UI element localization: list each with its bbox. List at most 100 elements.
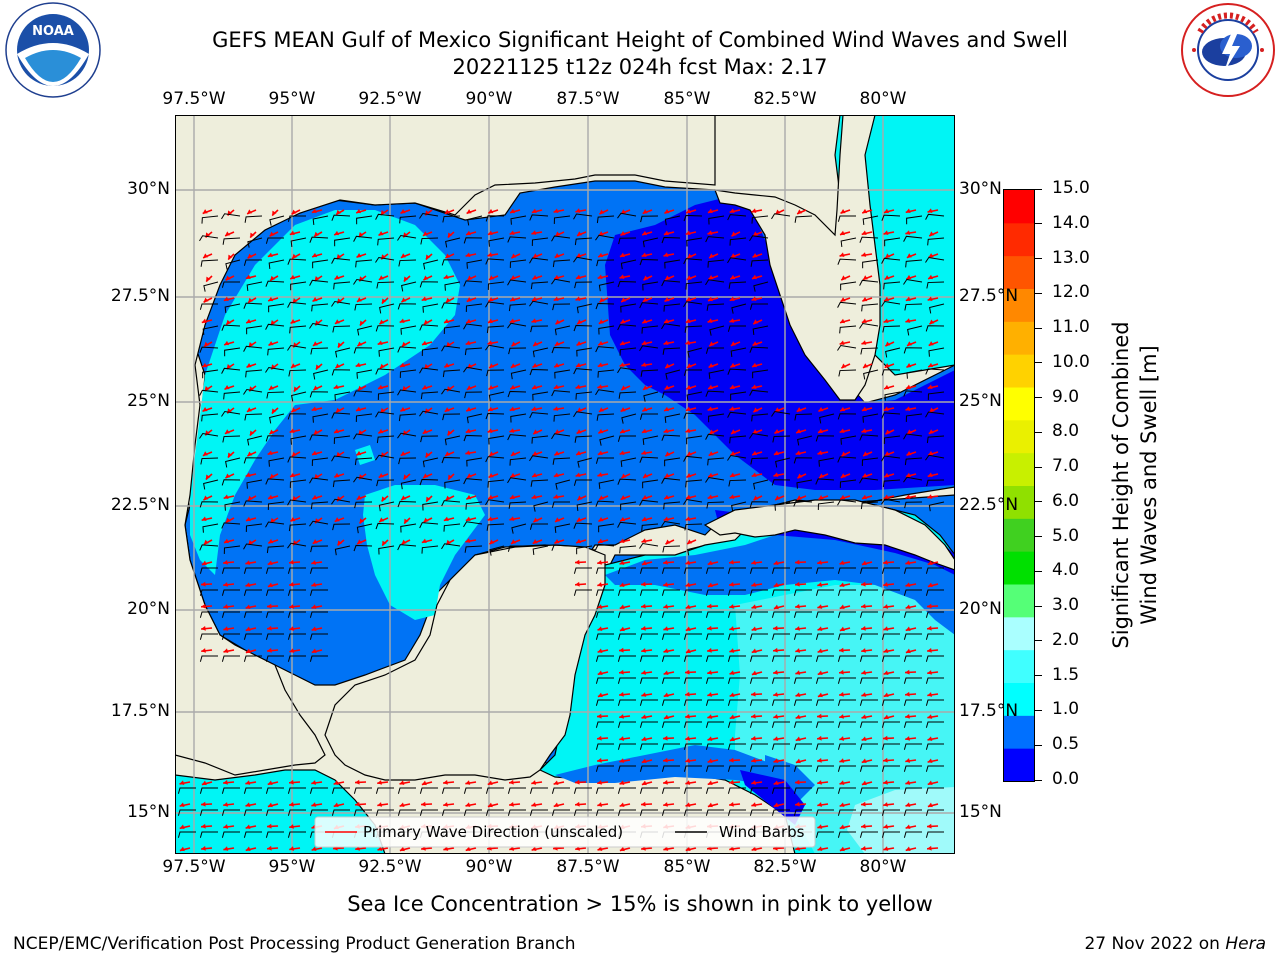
wind-barb bbox=[859, 434, 879, 441]
wave-arrow-head bbox=[201, 560, 207, 566]
wave-arrow-head bbox=[883, 735, 888, 741]
lat-label-right: 15°N bbox=[959, 802, 1002, 822]
wave-arrow-head bbox=[421, 340, 427, 346]
wind-barb bbox=[441, 302, 461, 309]
wind-barb bbox=[639, 499, 659, 506]
wind-barb bbox=[661, 280, 681, 287]
wave-arrow-head bbox=[773, 472, 779, 477]
wave-arrow-head bbox=[905, 582, 911, 587]
wind-barb bbox=[837, 721, 856, 728]
wave-arrow-head bbox=[883, 494, 889, 500]
wind-barb bbox=[485, 456, 505, 463]
wind-barb bbox=[861, 457, 879, 466]
wind-barb bbox=[925, 325, 945, 332]
wind-barb bbox=[881, 498, 901, 505]
footer-left: NCEP/EMC/Verification Post Processing Pr… bbox=[13, 934, 576, 954]
wave-height-map: Primary Wave Direction (unscaled) Wind B… bbox=[174, 114, 956, 855]
wind-barb bbox=[312, 215, 329, 226]
wind-barb bbox=[551, 278, 571, 285]
wind-barb bbox=[662, 347, 681, 355]
wind-barb bbox=[881, 412, 901, 419]
wind-barb bbox=[903, 433, 923, 440]
wind-barb bbox=[617, 655, 636, 662]
page-subtitle: 20221125 t12z 024h fcst Max: 2.17 bbox=[452, 55, 828, 79]
wind-barb bbox=[817, 501, 835, 510]
lat-label-left: 20°N bbox=[127, 599, 170, 619]
wave-arrow-head bbox=[641, 340, 647, 346]
wave-arrow-head bbox=[927, 472, 933, 478]
wind-barb bbox=[287, 344, 307, 351]
wind-barb bbox=[815, 567, 834, 574]
wave-arrow-head bbox=[663, 648, 669, 653]
wave-arrow-head bbox=[905, 208, 911, 214]
wind-barb bbox=[268, 259, 285, 270]
wave-arrow-head bbox=[554, 450, 560, 456]
wave-arrow-head bbox=[839, 582, 845, 587]
wind-barb bbox=[421, 347, 439, 356]
wind-barb bbox=[729, 435, 747, 444]
wind-barb bbox=[705, 567, 724, 574]
wind-barbs bbox=[177, 212, 945, 854]
wave-arrow-head bbox=[223, 779, 228, 785]
wind-barb bbox=[356, 215, 373, 225]
wave-arrow-head bbox=[795, 779, 800, 785]
wave-arrow-head bbox=[773, 647, 778, 653]
wind-barb bbox=[221, 367, 241, 374]
colorbar-segment bbox=[1004, 649, 1034, 683]
wind-barb bbox=[705, 809, 724, 816]
wind-barb bbox=[287, 633, 306, 640]
wind-barb bbox=[507, 390, 527, 398]
wave-arrow-head bbox=[421, 538, 427, 544]
wave-arrow-head bbox=[269, 231, 275, 237]
wind-barb bbox=[881, 633, 900, 640]
wave-arrow-head bbox=[223, 626, 229, 631]
wave-arrow-head bbox=[404, 518, 409, 524]
wave-arrow-head bbox=[817, 450, 823, 455]
wind-barb bbox=[771, 809, 790, 816]
wind-barb bbox=[815, 721, 834, 728]
wave-arrow-head bbox=[907, 429, 913, 434]
wave-arrow-head bbox=[709, 429, 715, 435]
wind-barb bbox=[375, 325, 395, 332]
wind-barb bbox=[925, 589, 944, 596]
wind-barb bbox=[573, 787, 592, 794]
wind-barb bbox=[708, 369, 725, 380]
colorbar-segment bbox=[1004, 616, 1034, 651]
wave-arrow-head bbox=[817, 692, 823, 698]
wind-barb bbox=[487, 479, 505, 488]
wave-arrow-head bbox=[226, 364, 232, 369]
wave-arrow-head bbox=[422, 231, 428, 236]
wind-barb bbox=[749, 677, 768, 684]
wave-arrow-head bbox=[553, 802, 559, 808]
wave-arrow-head bbox=[311, 846, 317, 851]
wind-barb bbox=[906, 369, 923, 379]
wave-arrow-head bbox=[289, 604, 294, 609]
lon-label-top: 80°W bbox=[859, 89, 907, 109]
wind-barb bbox=[749, 743, 768, 750]
wave-arrow-head bbox=[729, 779, 734, 785]
wave-arrow-head bbox=[707, 736, 713, 741]
wind-barb bbox=[530, 281, 549, 290]
wind-barb bbox=[353, 433, 373, 440]
wind-barb bbox=[419, 212, 439, 219]
wind-barb bbox=[661, 434, 681, 441]
wave-arrow-head bbox=[619, 647, 624, 653]
wave-arrow-head bbox=[708, 363, 714, 368]
wave-arrow-head bbox=[272, 210, 277, 216]
wind-barb bbox=[883, 435, 901, 444]
wave-arrow-head bbox=[884, 296, 890, 302]
wind-barb bbox=[687, 347, 703, 358]
wind-barb bbox=[617, 633, 636, 640]
wave-arrow-head bbox=[553, 208, 559, 213]
wave-arrow-head bbox=[510, 296, 516, 302]
wind-barb bbox=[599, 435, 615, 446]
wind-barb bbox=[727, 699, 746, 706]
wind-barb bbox=[423, 259, 439, 270]
wave-arrow-head bbox=[817, 824, 823, 829]
wind-barb bbox=[595, 787, 614, 794]
wind-barb bbox=[881, 831, 900, 838]
wind-barb bbox=[642, 435, 659, 446]
wind-barb bbox=[727, 325, 746, 332]
wave-arrow-head bbox=[315, 364, 321, 370]
lon-label-bottom: 97.5°W bbox=[162, 857, 226, 877]
